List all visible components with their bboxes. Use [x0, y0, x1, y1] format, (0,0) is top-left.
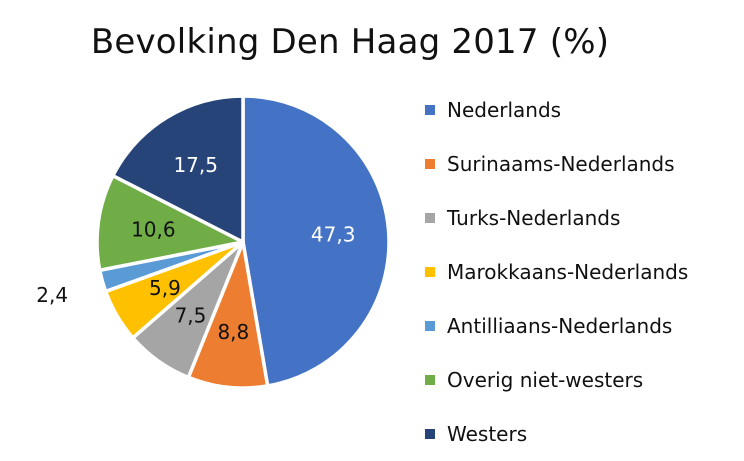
legend: Nederlands Surinaams-Nederlands Turks-Nede…	[425, 83, 688, 461]
chart-title: Bevolking Den Haag 2017 (%)	[90, 22, 610, 62]
data-label-westers: 17,5	[173, 153, 218, 177]
data-label-antilliaans-nederlands: 2,4	[36, 283, 68, 307]
pie-chart: 47,3 8,8 7,5 5,9 2,4 10,6 17,5	[36, 94, 391, 390]
data-label-surinaams-nederlands: 8,8	[217, 320, 249, 344]
legend-label: Turks-Nederlands	[447, 206, 621, 230]
data-label-marokkaans-nederlands: 5,9	[149, 276, 181, 300]
legend-label: Antilliaans-Nederlands	[447, 314, 673, 338]
legend-label: Nederlands	[447, 98, 562, 122]
legend-swatch	[425, 321, 435, 331]
legend-item-antilliaans-nederlands: Antilliaans-Nederlands	[425, 299, 688, 353]
legend-swatch	[425, 105, 435, 115]
pie-slice-overig-niet-westers	[95, 173, 245, 273]
data-label-overig-niet-westers: 10,6	[131, 218, 176, 242]
legend-swatch	[425, 267, 435, 277]
legend-label: Surinaams-Nederlands	[447, 152, 675, 176]
legend-swatch	[425, 159, 435, 169]
pie-slice-nederlands	[241, 94, 391, 388]
pie-slice-westers	[111, 94, 245, 244]
legend-label: Marokkaans-Nederlands	[447, 260, 689, 284]
legend-label: Westers	[447, 422, 528, 446]
legend-swatch	[425, 213, 435, 223]
legend-item-overig-niet-westers: Overig niet-westers	[425, 353, 688, 407]
legend-label: Overig niet-westers	[447, 368, 644, 392]
data-label-turks-nederlands: 7,5	[175, 304, 207, 328]
legend-item-surinaams-nederlands: Surinaams-Nederlands	[425, 137, 688, 191]
legend-item-turks-nederlands: Turks-Nederlands	[425, 191, 688, 245]
legend-swatch	[425, 375, 435, 385]
data-label-nederlands: 47,3	[311, 222, 356, 246]
legend-item-nederlands: Nederlands	[425, 83, 688, 137]
legend-swatch	[425, 429, 435, 439]
legend-item-westers: Westers	[425, 407, 688, 461]
legend-item-marokkaans-nederlands: Marokkaans-Nederlands	[425, 245, 688, 299]
